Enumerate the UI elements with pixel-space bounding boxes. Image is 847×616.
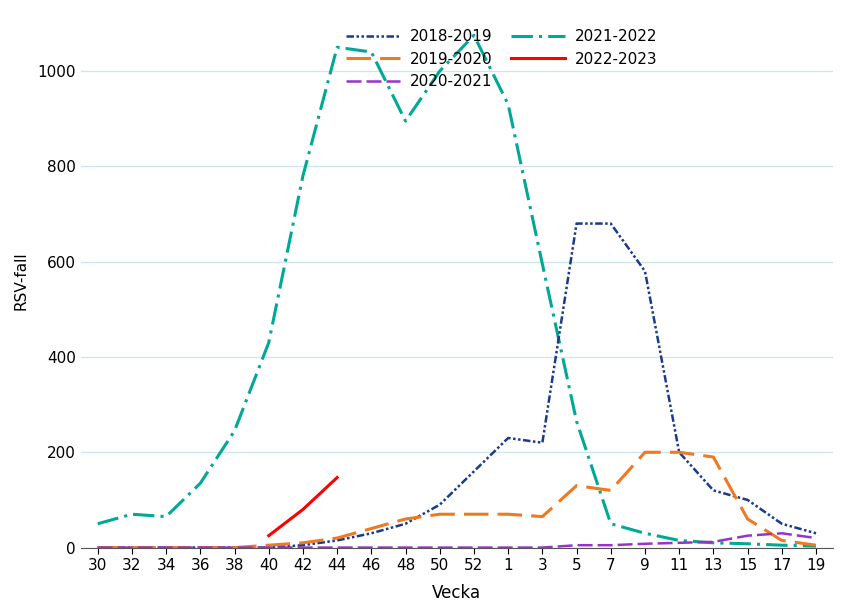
2019-2020 xyxy=(503,511,513,518)
2020-2021 xyxy=(639,540,650,548)
Legend: 2018-2019, 2019-2020, 2020-2021, 2021-2022, 2022-2023: 2018-2019, 2019-2020, 2020-2021, 2021-20… xyxy=(339,22,666,97)
2021-2022 xyxy=(230,427,240,434)
2021-2022 xyxy=(195,480,205,487)
2018-2019 xyxy=(777,520,787,527)
2018-2019 xyxy=(708,487,718,494)
2018-2019 xyxy=(401,520,411,527)
2019-2020 xyxy=(230,544,240,551)
2020-2021 xyxy=(366,544,376,551)
Line: 2022-2023: 2022-2023 xyxy=(268,477,337,536)
2020-2021 xyxy=(92,544,102,551)
2018-2019 xyxy=(298,541,308,549)
2019-2020 xyxy=(469,511,479,518)
2019-2020 xyxy=(606,487,616,494)
2021-2022 xyxy=(298,172,308,180)
2019-2020 xyxy=(537,513,547,521)
2018-2019 xyxy=(92,544,102,551)
Line: 2020-2021: 2020-2021 xyxy=(97,533,816,548)
2020-2021 xyxy=(263,544,274,551)
2022-2023 xyxy=(332,474,342,481)
2018-2019 xyxy=(537,439,547,447)
Line: 2018-2019: 2018-2019 xyxy=(97,224,816,548)
2020-2021 xyxy=(503,544,513,551)
2020-2021 xyxy=(127,544,137,551)
2019-2020 xyxy=(161,544,171,551)
2019-2020 xyxy=(572,482,582,489)
2021-2022 xyxy=(743,540,753,548)
2020-2021 xyxy=(743,532,753,540)
2021-2022 xyxy=(572,418,582,425)
2021-2022 xyxy=(435,67,445,75)
2018-2019 xyxy=(332,537,342,544)
2021-2022 xyxy=(92,520,102,527)
2021-2022 xyxy=(606,520,616,527)
2021-2022 xyxy=(161,513,171,521)
2018-2019 xyxy=(263,544,274,551)
2018-2019 xyxy=(572,220,582,227)
2020-2021 xyxy=(811,534,821,541)
2019-2020 xyxy=(743,516,753,523)
2018-2019 xyxy=(503,434,513,442)
2019-2020 xyxy=(298,539,308,546)
2020-2021 xyxy=(230,544,240,551)
2021-2022 xyxy=(674,537,684,544)
2020-2021 xyxy=(332,544,342,551)
Line: 2021-2022: 2021-2022 xyxy=(97,35,816,546)
X-axis label: Vecka: Vecka xyxy=(432,584,481,602)
2022-2023 xyxy=(263,532,274,540)
2018-2019 xyxy=(127,544,137,551)
2019-2020 xyxy=(401,516,411,523)
2019-2020 xyxy=(195,544,205,551)
2018-2019 xyxy=(743,496,753,504)
2019-2020 xyxy=(332,534,342,541)
2019-2020 xyxy=(777,537,787,544)
2021-2022 xyxy=(469,31,479,39)
2020-2021 xyxy=(708,538,718,546)
Y-axis label: RSV-fall: RSV-fall xyxy=(14,251,29,310)
2018-2019 xyxy=(639,267,650,275)
2021-2022 xyxy=(537,261,547,268)
2020-2021 xyxy=(298,544,308,551)
2020-2021 xyxy=(777,530,787,537)
2020-2021 xyxy=(606,541,616,549)
2019-2020 xyxy=(811,541,821,549)
2018-2019 xyxy=(195,544,205,551)
2020-2021 xyxy=(537,544,547,551)
2018-2019 xyxy=(811,530,821,537)
2018-2019 xyxy=(469,468,479,475)
2019-2020 xyxy=(674,448,684,456)
2018-2019 xyxy=(435,501,445,508)
Line: 2019-2020: 2019-2020 xyxy=(97,452,816,548)
2021-2022 xyxy=(263,339,274,346)
2020-2021 xyxy=(195,544,205,551)
2019-2020 xyxy=(263,541,274,549)
2020-2021 xyxy=(469,544,479,551)
2018-2019 xyxy=(674,448,684,456)
2021-2022 xyxy=(708,539,718,546)
2020-2021 xyxy=(572,541,582,549)
2020-2021 xyxy=(674,539,684,546)
2018-2019 xyxy=(606,220,616,227)
2020-2021 xyxy=(161,544,171,551)
2021-2022 xyxy=(127,511,137,518)
2021-2022 xyxy=(332,44,342,51)
2019-2020 xyxy=(366,525,376,532)
2021-2022 xyxy=(503,101,513,108)
2021-2022 xyxy=(366,48,376,55)
2022-2023 xyxy=(298,506,308,513)
2019-2020 xyxy=(92,544,102,551)
2020-2021 xyxy=(401,544,411,551)
2019-2020 xyxy=(127,544,137,551)
2021-2022 xyxy=(639,530,650,537)
2019-2020 xyxy=(639,448,650,456)
2019-2020 xyxy=(435,511,445,518)
2021-2022 xyxy=(811,543,821,550)
2018-2019 xyxy=(161,544,171,551)
2018-2019 xyxy=(366,530,376,537)
2021-2022 xyxy=(401,118,411,125)
2019-2020 xyxy=(708,453,718,461)
2021-2022 xyxy=(777,541,787,549)
2018-2019 xyxy=(230,544,240,551)
2020-2021 xyxy=(435,544,445,551)
